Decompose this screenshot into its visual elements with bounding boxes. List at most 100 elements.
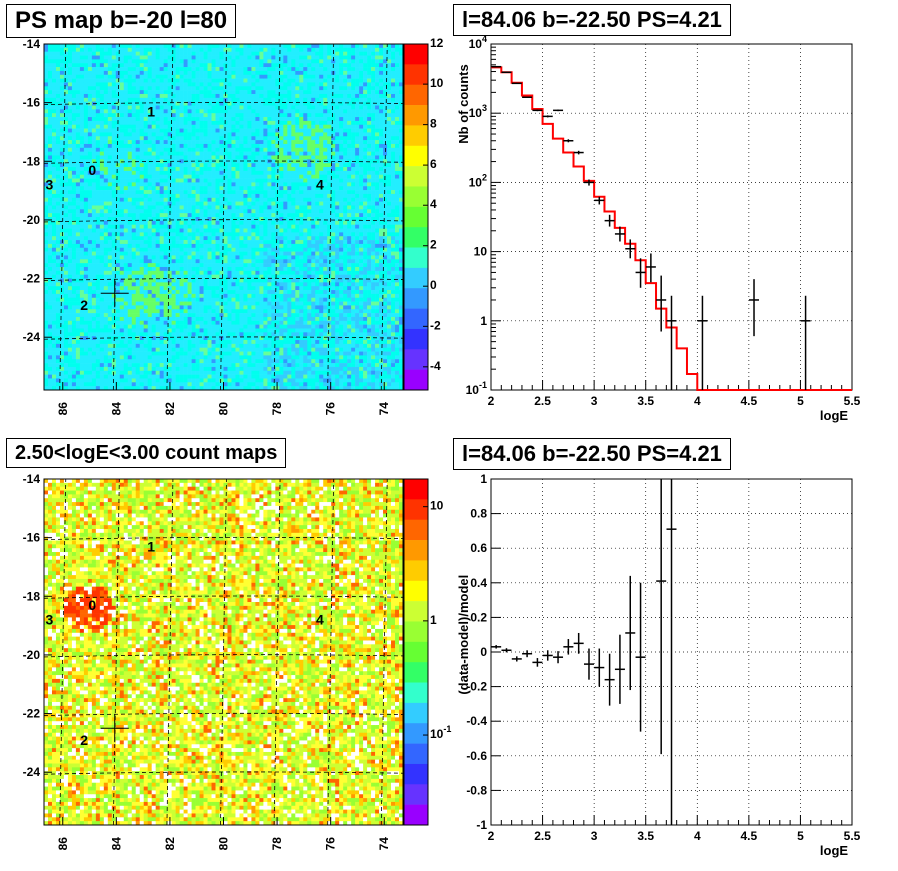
colorbar-step <box>404 580 428 602</box>
residual-title: l=84.06 b=-22.50 PS=4.21 <box>453 438 731 470</box>
colorbar-tick-label: 10 <box>430 76 444 90</box>
colorbar-step <box>404 702 428 724</box>
x-tick-label: 4 <box>694 829 701 843</box>
colorbar-step <box>404 519 428 541</box>
colorbar-step <box>404 125 428 147</box>
x-tick-label: 86 <box>56 837 70 851</box>
colorbar-step <box>404 328 428 350</box>
colorbar-tick-label: 10-1 <box>430 724 451 741</box>
map-pixels <box>44 44 404 391</box>
y-tick-label: -18 <box>23 154 41 168</box>
colorbar: 12 10 8 6 4 2 0 -2 -4 <box>403 36 444 391</box>
colorbar-step <box>404 247 428 269</box>
colorbar-step <box>404 662 428 683</box>
y-tick-label: 10 <box>474 245 488 259</box>
x-tick-label: 74 <box>377 837 391 851</box>
y-tick-label: -20 <box>23 648 41 662</box>
source-label-4: 4 <box>316 612 324 628</box>
colorbar-step <box>404 804 428 826</box>
colorbar-frame <box>403 478 429 826</box>
colorbar-step <box>404 105 428 126</box>
source-label-3: 3 <box>45 177 53 193</box>
colorbar-step <box>404 763 428 785</box>
x-tick-label: 2.5 <box>534 394 551 408</box>
x-tick-label: 80 <box>217 837 231 851</box>
y-tick-label: 1 <box>480 472 487 486</box>
y-tick-label: -24 <box>23 330 41 344</box>
x-tick-label: 74 <box>377 402 391 416</box>
source-label-0: 0 <box>88 162 96 178</box>
ps-map-title: PS map b=-20 l=80 <box>6 4 237 38</box>
source-label-2: 2 <box>80 297 88 313</box>
model-histogram <box>491 66 852 391</box>
colorbar-step <box>404 145 428 167</box>
x-tick-label: 78 <box>270 837 284 851</box>
colorbar-tick-label: 2 <box>430 238 437 252</box>
colorbar-step <box>404 641 428 663</box>
colorbar-step <box>404 227 428 248</box>
colorbar-step <box>404 682 428 704</box>
colorbar-step <box>404 479 428 500</box>
colorbar-step <box>404 784 428 805</box>
colorbar-step <box>404 499 428 521</box>
x-tick-label: 4.5 <box>741 829 758 843</box>
x-tick-label: 76 <box>324 837 338 851</box>
y-tick-label: -22 <box>23 707 41 721</box>
y-tick-label: -16 <box>23 531 41 545</box>
count-map-title: 2.50<logE<3.00 count maps <box>6 438 287 468</box>
colorbar-tick-label: 8 <box>430 117 437 131</box>
x-tick-label: 76 <box>324 402 338 416</box>
y-tick-label: 0.2 <box>470 610 487 624</box>
source-label-1: 1 <box>147 103 155 119</box>
x-tick-label: 82 <box>163 837 177 851</box>
y-tick-label: -0.2 <box>466 680 487 694</box>
y-tick-label: 0.8 <box>470 507 487 521</box>
spectrum-title: l=84.06 b=-22.50 PS=4.21 <box>453 4 731 36</box>
y-axis-label: (data-model)/model <box>456 575 471 695</box>
x-tick-label: 2 <box>488 394 495 408</box>
colorbar-step <box>404 206 428 228</box>
x-tick-label: 5 <box>797 394 804 408</box>
x-tick-label: 86 <box>56 402 70 416</box>
colorbar-frame <box>403 43 429 391</box>
spectrum-plot: 2 2.5 3 3.5 4 4.5 5 5.5 10-1 1 10 102 103 104 logE Nb o… <box>456 34 861 423</box>
colorbar-tick-label: -2 <box>430 318 441 332</box>
colorbar-tick-label: 10 <box>430 499 444 513</box>
colorbar-step <box>404 44 428 65</box>
colorbar-step <box>404 267 428 289</box>
x-tick-label: 5.5 <box>844 829 861 843</box>
colorbar-step <box>404 723 428 744</box>
x-tick-label: 3 <box>591 829 598 843</box>
source-label-4: 4 <box>316 177 324 193</box>
y-tick-label: 104 <box>469 34 487 51</box>
x-axis-label: logE <box>820 408 848 423</box>
y-tick-label: 102 <box>469 172 487 189</box>
y-tick-label: -0.6 <box>466 749 487 763</box>
source-label-3: 3 <box>45 612 53 628</box>
colorbar-step <box>404 186 428 208</box>
y-tick-label: -20 <box>23 213 41 227</box>
coordinate-grid <box>43 43 404 391</box>
colorbar-step <box>404 166 428 187</box>
coordinate-grid <box>43 478 404 826</box>
x-tick-label: 80 <box>217 402 231 416</box>
y-tick-label: 10-1 <box>466 380 487 397</box>
y-tick-label: -18 <box>23 589 41 603</box>
y-tick-label: 1 <box>480 314 487 328</box>
colorbar-tick-label: 12 <box>430 36 444 50</box>
y-tick-label: -14 <box>23 472 41 486</box>
y-tick-label: -0.4 <box>466 714 487 728</box>
colorbar-step <box>404 64 428 86</box>
colorbar-tick-label: 0 <box>430 278 437 292</box>
x-tick-label: 4.5 <box>741 394 758 408</box>
colorbar-step <box>404 540 428 561</box>
x-tick-label: 3.5 <box>637 829 654 843</box>
x-tick-label: 5 <box>797 829 804 843</box>
map-pixels <box>44 479 404 826</box>
x-tick-label: 2 <box>488 829 495 843</box>
y-tick-label: 103 <box>469 103 487 120</box>
y-axis-label: Nb of counts <box>456 64 471 143</box>
colorbar-tick-label: -4 <box>430 359 441 373</box>
residual-plot: 2 2.5 3 3.5 4 4.5 5 5.5 -1 -0.8 -0.6 -0.4 -0.2 0 0.2 0.… <box>456 472 861 858</box>
